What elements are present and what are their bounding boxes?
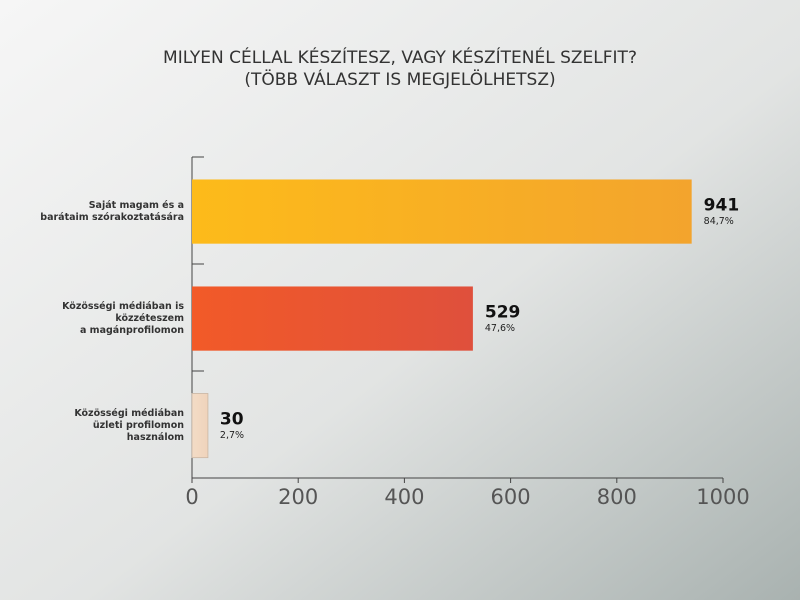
- chart-subtitle: (TÖBB VÁLASZT IS MEGJELÖLHETSZ): [244, 68, 555, 90]
- category-label: üzleti profilomon: [93, 420, 184, 431]
- x-tick-label: 1000: [696, 485, 749, 509]
- category-label: Közösségi médiában is: [62, 301, 184, 312]
- x-tick-label: 0: [185, 485, 198, 509]
- chart-title: MILYEN CÉLLAL KÉSZÍTESZ, VAGY KÉSZÍTENÉL…: [163, 46, 637, 68]
- value-label: 529: [485, 303, 521, 323]
- share-label: 84,7%: [704, 216, 734, 227]
- category-label: Közösségi médiában: [74, 408, 184, 419]
- category-label: barátaim szórakoztatására: [40, 212, 184, 223]
- category-label: Saját magam és a: [89, 200, 184, 211]
- share-label: 2,7%: [220, 430, 244, 441]
- value-label: 941: [704, 196, 740, 216]
- share-label: 47,6%: [485, 323, 515, 334]
- x-tick-label: 800: [597, 485, 637, 509]
- x-tick-label: 400: [384, 485, 424, 509]
- bar: [191, 393, 209, 459]
- value-label: 30: [220, 410, 244, 430]
- category-label: közzéteszem: [115, 313, 184, 324]
- bar: [192, 179, 692, 244]
- x-tick-label: 200: [278, 485, 318, 509]
- category-label: használom: [127, 432, 184, 443]
- bar: [192, 286, 473, 351]
- category-label: a magánprofilomon: [80, 325, 184, 336]
- x-tick-label: 600: [491, 485, 531, 509]
